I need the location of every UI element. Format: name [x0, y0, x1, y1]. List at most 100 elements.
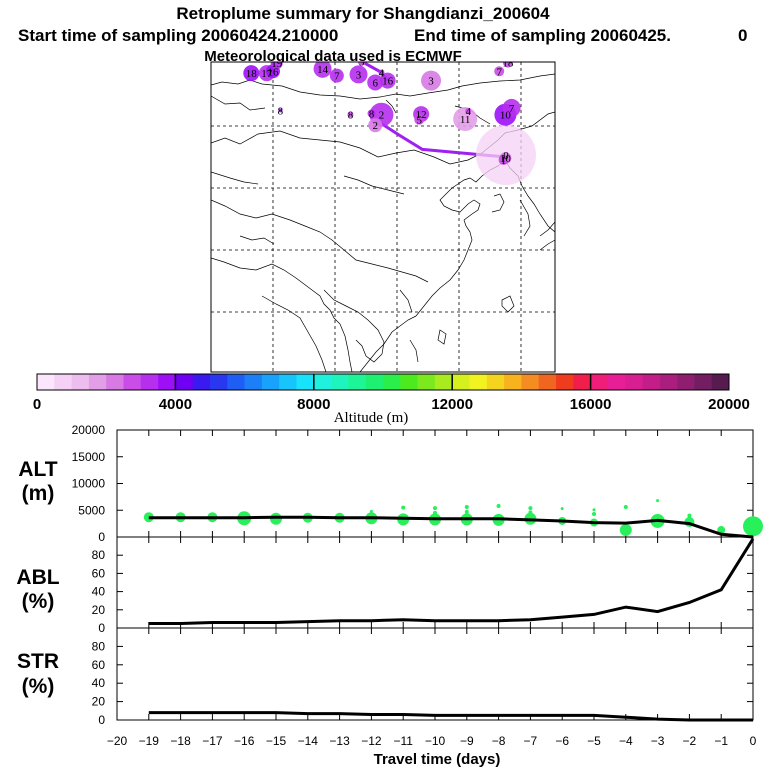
altitude-cloud-point: [687, 513, 692, 518]
end-time-text: End time of sampling 20060425.: [414, 26, 671, 45]
figure-title: Retroplume summary for Shangdianzi_20060…: [176, 4, 550, 23]
altitude-cloud-point: [619, 524, 632, 537]
colorbar-cell: [521, 374, 539, 390]
panels-frame: [116, 429, 754, 721]
colorbar-cell: [694, 374, 712, 390]
plume-marker: [357, 62, 366, 66]
altitude-cloud-point: [464, 505, 469, 510]
plume-marker: [329, 68, 344, 83]
colorbar-cell: [37, 374, 55, 390]
colorbar-cell: [123, 374, 142, 390]
plume-marker-label: 12: [416, 109, 427, 121]
x-tick-label: −11: [393, 734, 413, 748]
plume-marker-label: 2: [373, 120, 379, 132]
colorbar-cell: [417, 374, 436, 390]
y-tick-label: 0: [98, 621, 105, 635]
colorbar-cell: [452, 374, 470, 390]
colorbar-cell: [590, 374, 609, 390]
plume-marker: [498, 154, 509, 165]
colorbar-cell: [227, 374, 245, 390]
colorbar-cell: [296, 374, 315, 390]
colorbar-cell: [140, 374, 159, 390]
colorbar-cell: [313, 374, 332, 390]
x-tick-label: −15: [266, 734, 287, 748]
y-tick-label: 20: [92, 695, 106, 709]
colorbar-cell: [625, 374, 643, 390]
y-tick-label: 0: [98, 713, 105, 727]
time-series-panels: 0 5000 10000 15000 20000 0 20 40 60 80 0 20 40 60 80…: [72, 423, 763, 748]
colorbar-tick-label: 12000: [431, 396, 473, 413]
plume-marker: [270, 62, 283, 70]
x-axis: −20 −19 −18 −17 −16 −15 −14 −13 −12 −11 −10 −9 −8 −7−…: [107, 734, 757, 748]
altitude-cloud-point: [496, 503, 501, 508]
colorbar-cell: [642, 374, 661, 390]
x-tick-label: −17: [202, 734, 223, 748]
plume-marker-label: 19: [271, 58, 283, 70]
abl-panel-unit: (%): [22, 590, 55, 613]
plume-marker-label: 7: [334, 71, 340, 83]
x-tick-label: −20: [107, 734, 128, 748]
str-panel-unit: (%): [22, 675, 55, 698]
altitude-cloud-point: [560, 507, 564, 511]
colorbar-tick-label: 20000: [708, 396, 750, 413]
str-panel-label: STR: [17, 650, 59, 673]
plume-marker-label: 11: [460, 114, 471, 126]
colorbar-cell: [71, 374, 90, 390]
plume-marker: [465, 107, 472, 114]
colorbar-cell: [279, 374, 297, 390]
end-time-trunc: 0: [738, 26, 747, 45]
x-tick-label: −9: [460, 734, 474, 748]
colorbar-cell: [192, 374, 211, 390]
plume-marker-label: 2: [379, 110, 385, 122]
y-tick-label: 80: [92, 548, 106, 562]
x-tick-label: −19: [139, 734, 160, 748]
x-tick-label: −18: [170, 734, 191, 748]
colorbar-tick-label: 8000: [297, 396, 330, 413]
altitude-colorbar: 0 4000 8000 12000 16000 20000 Altitude (m): [33, 373, 750, 426]
y-tick-label: 40: [92, 585, 106, 599]
colorbar-cell: [54, 374, 72, 390]
plume-marker-label: 5: [417, 115, 423, 127]
altitude-cloud-point: [433, 506, 437, 511]
plume-marker: [414, 114, 425, 125]
x-tick-label: 0: [750, 734, 757, 748]
colorbar-cell: [210, 374, 228, 390]
x-tick-label: −3: [651, 734, 665, 748]
y-tick-label: 5000: [78, 503, 105, 517]
y-tick-label: 80: [92, 639, 106, 653]
mean-altitude-line: [148, 515, 754, 539]
plume-marker: [453, 107, 478, 132]
x-tick-label: −5: [587, 734, 601, 748]
altitude-cloud-point: [656, 499, 660, 503]
plume-marker-label: 7: [496, 66, 502, 78]
plume-marker: [367, 109, 376, 118]
y-tick-label: 40: [92, 676, 106, 690]
x-axis-title: Travel time (days): [374, 751, 501, 768]
colorbar-cell: [348, 374, 366, 390]
colorbar-tick-label: 0: [33, 396, 41, 413]
colorbar-cell: [261, 374, 280, 390]
colorbar-tick-label: 16000: [570, 396, 612, 413]
colorbar-cell: [659, 374, 678, 390]
colorbar-frame: [36, 373, 730, 391]
plume-marker-label: 8: [369, 108, 375, 120]
plume-marker-label: 7: [509, 103, 515, 115]
plume-marker: [502, 98, 521, 117]
colorbar-title: Altitude (m): [334, 410, 409, 426]
y-tick-label: 60: [92, 658, 106, 672]
alt-panel: 0 5000 10000 15000 20000: [72, 423, 763, 544]
plume-marker: [379, 72, 396, 89]
x-tick-label: −7: [524, 734, 538, 748]
abl-panel: 0 20 40 60 80: [92, 537, 755, 635]
plume-marker-label: 14: [317, 64, 329, 76]
plume-marker-label: 6: [373, 77, 379, 89]
plume-marker-label: 10: [500, 110, 512, 122]
altitude-cloud-point: [270, 512, 282, 525]
colorbar-cell: [434, 374, 453, 390]
altitude-cloud-point: [464, 509, 469, 514]
abl-fraction-line: [148, 538, 755, 625]
plume-marker-label: 16: [382, 76, 394, 88]
plume-marker-label: 3: [428, 76, 434, 88]
